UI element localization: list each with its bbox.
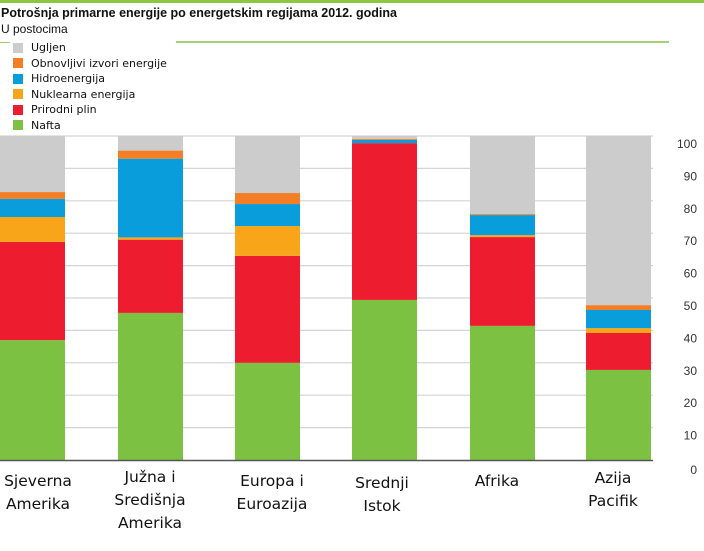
- category-label-line: Srednji: [355, 474, 409, 492]
- legend-item: Prirodni plin: [13, 102, 167, 118]
- y-tick-label: 40: [684, 331, 698, 345]
- legend-label: Ugljen: [31, 41, 66, 55]
- category-label-line: Južna i: [124, 468, 176, 486]
- legend-item: Hidroenergija: [13, 71, 167, 87]
- bar-segment: [0, 198, 65, 217]
- category-label-line: Europa i: [240, 472, 304, 490]
- bar-segment: [235, 193, 300, 205]
- category-label-line: Azija: [594, 469, 632, 487]
- category-label-line: Istok: [363, 497, 401, 515]
- bar-segment: [586, 305, 651, 310]
- bar-segment: [118, 158, 183, 238]
- legend-swatch: [13, 89, 23, 100]
- category-label: Europa i Euroazija: [217, 470, 327, 516]
- category-label-line: Euroazija: [236, 495, 308, 513]
- bar-segment: [0, 136, 65, 193]
- bar-segment: [118, 136, 183, 151]
- bar-segment: [235, 204, 300, 227]
- bar-segment: [235, 136, 300, 194]
- bar-segment: [235, 255, 300, 363]
- chart-subtitle: U postocima: [1, 22, 68, 36]
- category-label-line: Amerika: [5, 495, 71, 513]
- category-label: Afrika: [442, 470, 552, 493]
- legend-swatch: [13, 120, 23, 131]
- chart-title: Potrošnja primarne energije po energetsk…: [1, 6, 397, 20]
- legend-item: Ugljen: [13, 40, 167, 56]
- y-tick-label: 10: [684, 429, 698, 443]
- bar-segment: [586, 136, 651, 306]
- header-rule-left: [0, 42, 10, 43]
- category-label: Sjeverna Amerika: [0, 470, 93, 516]
- legend-label: Prirodni plin: [31, 103, 97, 117]
- bar-segment: [586, 328, 651, 333]
- bar-segment: [352, 136, 417, 139]
- bar-segment: [470, 325, 535, 460]
- y-tick-label: 70: [684, 234, 698, 248]
- legend-swatch: [13, 42, 23, 53]
- bar-segment: [352, 299, 417, 460]
- y-tick-label: 80: [684, 202, 698, 216]
- category-label: Azija Pacifik: [558, 467, 668, 513]
- bar-segment: [0, 217, 65, 242]
- legend-label: Nuklearna energija: [31, 87, 136, 101]
- bar-segment: [118, 237, 183, 240]
- legend-swatch: [13, 73, 23, 84]
- bar-segment: [586, 309, 651, 329]
- bar-segment: [470, 235, 535, 238]
- y-tick-label: 30: [684, 364, 698, 378]
- bar-segment: [470, 237, 535, 326]
- category-label-line: Afrika: [474, 472, 520, 490]
- bar-segment: [0, 340, 65, 460]
- top-accent-bar: [0, 0, 704, 3]
- category-label-line: Središnja: [114, 491, 186, 509]
- y-tick-label: 0: [690, 463, 697, 477]
- y-tick-label: 60: [684, 267, 698, 281]
- legend-swatch: [13, 58, 23, 69]
- bar-segment: [470, 215, 535, 236]
- bar-segment: [352, 139, 417, 144]
- bar-segment: [470, 136, 535, 215]
- category-label-line: Amerika: [117, 514, 183, 532]
- legend-item: Obnovljivi izvori energije: [13, 56, 167, 72]
- bar-segment: [0, 241, 65, 341]
- bar-segment: [352, 138, 417, 140]
- category-label-line: Sjeverna: [4, 472, 72, 490]
- bar-segment: [586, 332, 651, 370]
- bar-segment: [352, 143, 417, 300]
- bar-segment: [235, 362, 300, 460]
- header-rule-right: [176, 41, 669, 43]
- y-tick-label: 20: [684, 396, 698, 410]
- bar-segment: [118, 312, 183, 460]
- legend: Ugljen Obnovljivi izvori energije Hidroene…: [13, 40, 167, 133]
- bar-segment: [470, 214, 535, 216]
- bar-segment: [0, 192, 65, 199]
- category-label: Srednji Istok: [327, 472, 437, 518]
- y-tick-label: 90: [684, 169, 698, 183]
- bar-segment: [235, 226, 300, 256]
- legend-swatch: [13, 104, 23, 115]
- y-tick-label: 50: [684, 299, 698, 313]
- bar-segment: [118, 150, 183, 159]
- legend-label: Hidroenergija: [31, 72, 105, 86]
- legend-item: Nuklearna energija: [13, 87, 167, 103]
- category-label-line: Pacifik: [588, 492, 638, 510]
- legend-label: Obnovljivi izvori energije: [31, 56, 167, 70]
- category-label: Južna i Središnja Amerika: [95, 466, 205, 535]
- y-tick-label: 100: [677, 137, 697, 151]
- legend-label: Nafta: [31, 118, 61, 132]
- bar-segment: [586, 369, 651, 460]
- bar-segment: [118, 239, 183, 313]
- legend-item: Nafta: [13, 118, 167, 134]
